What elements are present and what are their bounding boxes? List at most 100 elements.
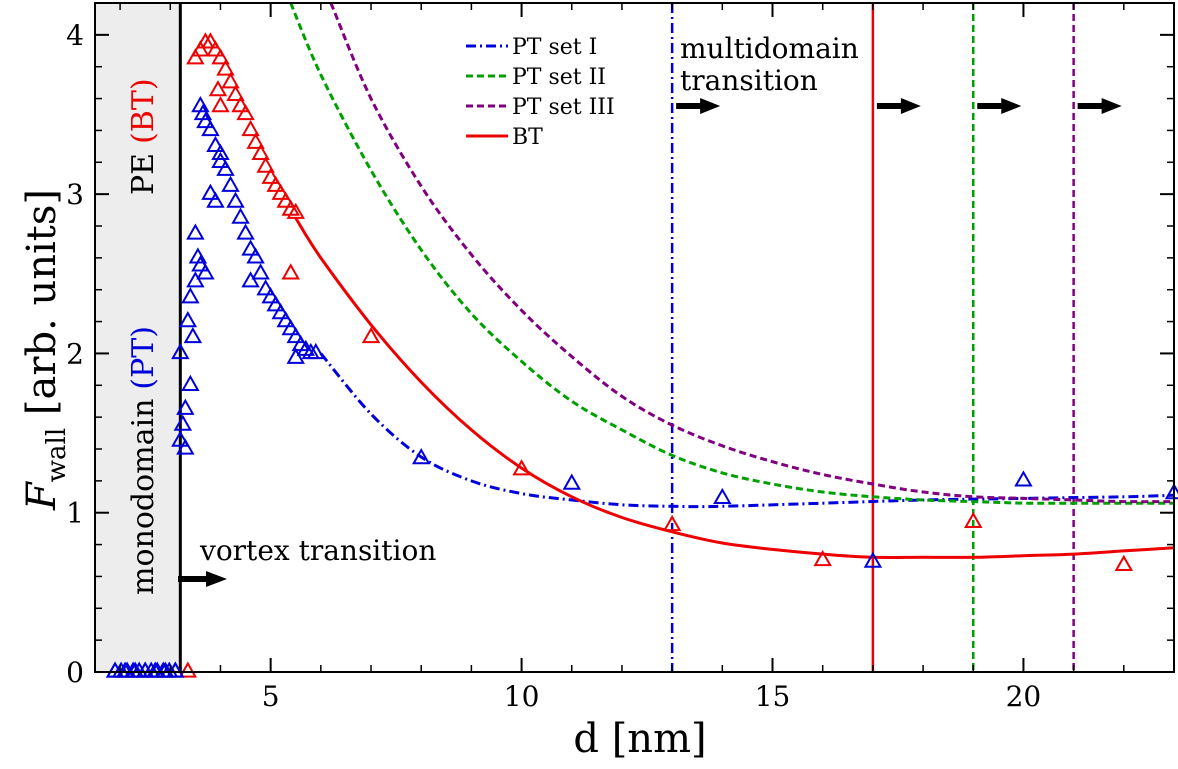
series-line-pt-set-i — [319, 352, 1174, 509]
marker-pt — [173, 414, 193, 431]
marker-bt — [251, 143, 270, 160]
bt-label: (BT) — [126, 78, 161, 143]
marker-pt — [176, 438, 195, 455]
arrow-icon — [876, 98, 921, 114]
marker-pt — [216, 159, 235, 176]
x-tick-label: 10 — [504, 680, 540, 713]
fit-curves — [289, 3, 1174, 560]
arrow-icon — [977, 98, 1022, 114]
marker-pt — [183, 326, 203, 344]
legend: PT set I PT set II PT set III BT — [466, 35, 615, 150]
monodomain-region — [95, 3, 181, 672]
marker-bt — [261, 167, 280, 184]
marker-bt — [236, 103, 255, 121]
marker-pt — [281, 319, 300, 336]
marker-pt — [176, 398, 195, 415]
transition-lines — [178, 3, 1075, 672]
marker-pt — [286, 347, 305, 364]
plot-frame — [94, 2, 1175, 673]
marker-pt — [236, 223, 255, 240]
arrow-icon — [178, 571, 227, 587]
x-tick-label: 5 — [262, 680, 280, 713]
marker-pt — [411, 448, 431, 465]
marker-pt — [135, 661, 155, 678]
marker-bt — [211, 96, 230, 113]
vortex-label: vortex transition — [199, 534, 436, 567]
marker-pt — [276, 311, 295, 328]
marker-bt — [286, 202, 305, 219]
marker-pt — [863, 551, 883, 568]
axis-ticks: 5 10 15 20 0 1 2 3 4 — [66, 3, 1175, 713]
marker-pt — [201, 183, 220, 200]
marker-pt — [171, 430, 190, 447]
marker-bt — [226, 84, 245, 102]
marker-bt — [256, 156, 275, 173]
x-tick-label: 20 — [1006, 680, 1042, 713]
marker-pt — [196, 263, 215, 280]
multidomain-arrows — [676, 98, 1122, 114]
marker-pt — [261, 287, 280, 304]
marker-pt — [196, 111, 215, 129]
marker-pt — [266, 295, 285, 312]
legend-label: PT set I — [512, 35, 597, 60]
y-tick-label: 4 — [66, 19, 84, 52]
marker-pt — [146, 661, 165, 678]
marker-pt — [271, 303, 290, 320]
pt-label: (PT) — [126, 326, 161, 390]
series-line-pt-set-iii — [329, 3, 1174, 504]
marker-pt — [286, 326, 305, 344]
marker-pt — [166, 661, 185, 678]
multidomain-label: multidomain — [680, 32, 859, 65]
legend-label: BT — [512, 125, 543, 150]
marker-pt — [181, 287, 200, 304]
y-tick-label: 2 — [66, 337, 84, 370]
marker-pt — [171, 342, 190, 360]
marker-pt — [562, 473, 581, 490]
x-axis-label: d [nm] — [573, 716, 706, 762]
marker-pt — [241, 239, 260, 256]
arrow-icon — [1077, 98, 1122, 114]
marker-pt — [211, 143, 230, 160]
monodomain-label: monodomain(PT) — [126, 326, 161, 595]
arrow-icon — [676, 98, 721, 114]
marker-pt — [181, 374, 200, 391]
pe-label: PE(BT) — [126, 78, 161, 195]
marker-pt — [206, 191, 225, 208]
y-tick-label: 0 — [66, 656, 84, 689]
marker-pt — [115, 661, 135, 678]
marker-pt — [221, 175, 240, 192]
marker-pt — [178, 311, 198, 328]
marker-bt — [211, 48, 230, 65]
marker-pt — [191, 255, 210, 272]
marker-bt — [216, 59, 235, 76]
marker-pt — [206, 135, 225, 153]
marker-bt — [662, 514, 682, 532]
marker-bt — [813, 549, 832, 567]
marker-bt — [964, 511, 983, 528]
marker-bt — [271, 183, 290, 200]
marker-bt — [206, 40, 225, 57]
y-axis-label: Fwall [arb. units] — [19, 189, 72, 511]
marker-bt — [281, 263, 300, 280]
marker-bt — [246, 132, 265, 149]
marker-bt — [221, 72, 240, 89]
transition-label: transition — [680, 64, 818, 97]
marker-bt — [361, 326, 381, 344]
data-markers — [105, 32, 1178, 678]
marker-pt — [231, 207, 250, 224]
marker-pt — [186, 271, 205, 288]
marker-bt — [191, 40, 210, 57]
marker-pt — [306, 342, 326, 360]
marker-pt — [251, 263, 270, 280]
marker-pt — [105, 661, 125, 678]
legend-label: PT set III — [512, 95, 615, 120]
y-tick-label: 1 — [66, 497, 84, 530]
y-tick-label: 3 — [66, 178, 84, 211]
marker-bt — [231, 96, 250, 113]
marker-bt — [266, 175, 285, 192]
marker-bt — [1114, 554, 1134, 571]
marker-pt — [201, 119, 220, 137]
marker-pt — [156, 661, 175, 678]
marker-pt — [256, 279, 275, 296]
